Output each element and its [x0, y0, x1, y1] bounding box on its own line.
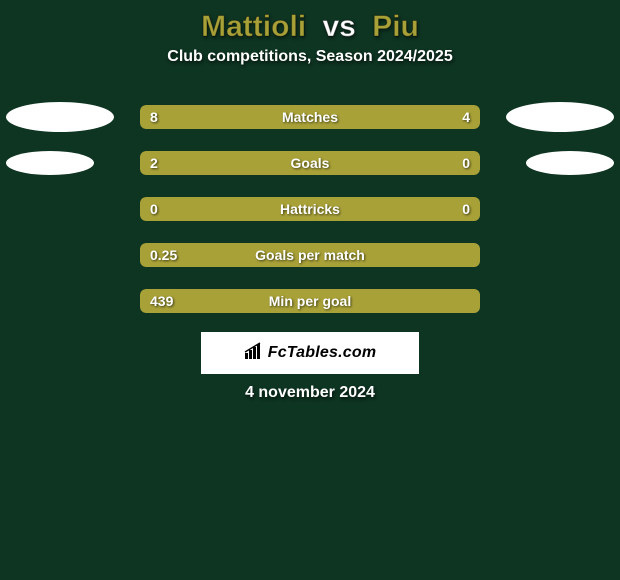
- stat-value-right: 0: [462, 201, 470, 217]
- stat-bar-track: Matches: [140, 105, 480, 129]
- brand-text: FcTables.com: [268, 344, 377, 362]
- date-text: 4 november 2024: [0, 384, 620, 402]
- stat-bar-track: Min per goal: [140, 289, 480, 313]
- player-shape-right: [526, 151, 614, 175]
- stat-row: Min per goal 439: [0, 278, 620, 324]
- stat-label: Min per goal: [269, 293, 351, 309]
- stat-value-left: 8: [150, 109, 158, 125]
- stat-row: Matches 8 4: [0, 94, 620, 140]
- stat-value-left: 0: [150, 201, 158, 217]
- title-player2: Piu: [372, 10, 419, 43]
- player-shape-left: [6, 151, 94, 175]
- vs-title: Mattioli vs Piu: [0, 0, 620, 48]
- player-shape-right: [506, 102, 614, 132]
- stat-value-left: 2: [150, 155, 158, 171]
- stat-value-left: 0.25: [150, 247, 177, 263]
- stats-rows: Matches 8 4 Goals 2 0 Hattricks 0 0 Goals per mat…: [0, 94, 620, 324]
- stat-bar-track: Goals: [140, 151, 480, 175]
- subtitle: Club competitions, Season 2024/2025: [0, 48, 620, 66]
- stat-value-right: 0: [462, 155, 470, 171]
- page-root: Mattioli vs Piu Club competitions, Seaso…: [0, 0, 620, 580]
- stat-label: Goals: [291, 155, 330, 171]
- stat-row: Hattricks 0 0: [0, 186, 620, 232]
- stat-bar-fill-left: [140, 151, 405, 175]
- stat-value-left: 439: [150, 293, 173, 309]
- player-shape-left: [6, 102, 114, 132]
- stat-label: Hattricks: [280, 201, 340, 217]
- brand-box: FcTables.com: [201, 332, 419, 374]
- bar-chart-icon: [244, 342, 264, 365]
- stat-bar-track: Goals per match: [140, 243, 480, 267]
- stat-row: Goals per match 0.25: [0, 232, 620, 278]
- title-player1: Mattioli: [201, 10, 306, 43]
- stat-label: Goals per match: [255, 247, 365, 263]
- stat-row: Goals 2 0: [0, 140, 620, 186]
- stat-label: Matches: [282, 109, 338, 125]
- stat-bar-track: Hattricks: [140, 197, 480, 221]
- stat-value-right: 4: [462, 109, 470, 125]
- title-vs: vs: [322, 10, 355, 43]
